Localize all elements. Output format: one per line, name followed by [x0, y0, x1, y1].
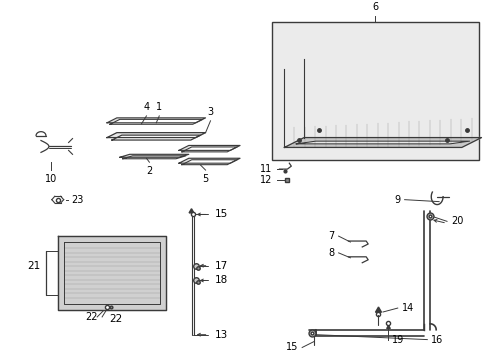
- Text: 3: 3: [207, 107, 213, 117]
- Bar: [271, 22, 478, 160]
- Text: 14: 14: [401, 303, 413, 313]
- Text: 19: 19: [391, 334, 403, 345]
- Text: 12: 12: [260, 175, 272, 185]
- Polygon shape: [182, 160, 237, 165]
- Text: 18: 18: [214, 275, 227, 285]
- Polygon shape: [110, 120, 202, 124]
- Text: 2: 2: [146, 166, 152, 176]
- Text: 1: 1: [156, 102, 162, 112]
- Polygon shape: [179, 158, 240, 163]
- Polygon shape: [58, 236, 166, 310]
- Polygon shape: [112, 135, 200, 140]
- Text: 22: 22: [109, 314, 122, 324]
- Text: 17: 17: [214, 261, 227, 271]
- Text: 4: 4: [143, 102, 149, 112]
- Polygon shape: [284, 138, 481, 148]
- Polygon shape: [122, 156, 185, 159]
- Polygon shape: [107, 118, 205, 123]
- Text: 13: 13: [214, 330, 227, 340]
- Text: 6: 6: [371, 3, 377, 12]
- Text: 16: 16: [430, 334, 443, 345]
- Polygon shape: [120, 154, 188, 157]
- Polygon shape: [296, 141, 468, 144]
- Text: 11: 11: [260, 164, 272, 174]
- Text: 9: 9: [394, 195, 400, 204]
- Text: 23: 23: [71, 195, 84, 204]
- Polygon shape: [179, 145, 240, 150]
- Text: 15: 15: [285, 342, 298, 352]
- Text: 22: 22: [85, 312, 98, 322]
- Text: 21: 21: [27, 261, 40, 271]
- Text: 10: 10: [44, 174, 57, 184]
- Text: 7: 7: [328, 231, 334, 241]
- Polygon shape: [182, 147, 237, 152]
- Text: 8: 8: [328, 248, 334, 258]
- Text: 5: 5: [202, 174, 208, 184]
- Text: 20: 20: [450, 216, 463, 226]
- Text: 15: 15: [214, 210, 227, 220]
- Polygon shape: [107, 132, 205, 138]
